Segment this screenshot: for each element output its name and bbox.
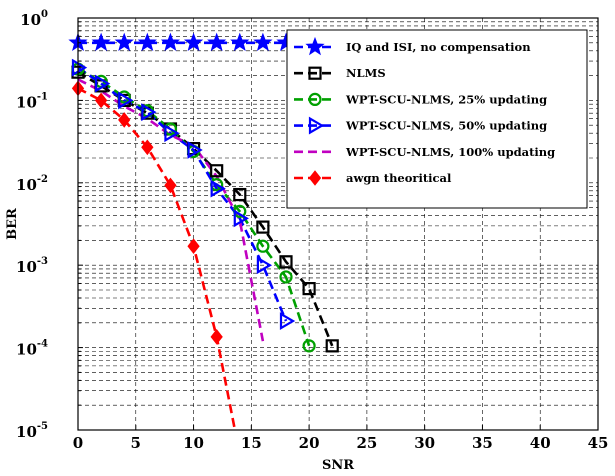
series-point	[302, 339, 316, 353]
x-tick-label: 15	[241, 434, 262, 452]
series-point	[302, 282, 316, 296]
legend-label: WPT-SCU-NLMS, 100% updating	[345, 145, 555, 159]
y-tick-label: 100	[20, 9, 48, 29]
series-line	[78, 71, 334, 347]
series-point	[94, 92, 108, 109]
series-point	[91, 32, 111, 52]
series-point	[95, 74, 111, 93]
series-point	[279, 270, 293, 284]
x-tick-label: 20	[299, 434, 320, 452]
tick-marks	[77, 21, 599, 430]
series-point	[279, 312, 296, 330]
x-tick-label: 10	[183, 434, 204, 452]
series-point	[187, 238, 200, 255]
series-point	[160, 32, 181, 52]
series-point	[118, 112, 131, 128]
series-point	[210, 179, 226, 198]
series-point	[256, 220, 270, 234]
legend-marker	[308, 116, 325, 135]
series-point	[207, 32, 227, 52]
series-point	[210, 329, 223, 345]
y-tick-label: 10-2	[16, 174, 48, 194]
x-tick-label: 0	[73, 434, 83, 452]
legend-label: WPT-SCU-NLMS, 25% updating	[345, 92, 547, 106]
y-tick-label: 10-3	[16, 256, 48, 276]
x-tick-label: 35	[472, 434, 493, 452]
x-tick-label: 25	[356, 434, 377, 452]
x-tick-label: 30	[414, 434, 435, 452]
plot-frame	[77, 17, 599, 431]
series-point	[164, 177, 177, 194]
legend-marker	[308, 66, 322, 80]
legend-marker	[305, 36, 325, 56]
x-tick-label: 5	[131, 434, 141, 452]
y-tick-label: 10-1	[16, 91, 48, 111]
series-point	[230, 32, 250, 52]
series-point	[233, 209, 249, 228]
legend-label: NLMS	[346, 66, 386, 80]
series-line	[78, 78, 265, 342]
series-point	[325, 339, 339, 353]
legend-label: IQ and ISI, no compensation	[346, 40, 531, 54]
series-point	[253, 32, 273, 52]
series-point	[187, 141, 203, 159]
x-axis-label: SNR	[322, 458, 354, 473]
series-point	[256, 256, 273, 275]
series-point	[71, 58, 88, 77]
series-markers	[68, 32, 365, 353]
series-point	[279, 255, 293, 269]
y-tick-label: 10-4	[16, 339, 48, 359]
legend-box	[286, 29, 588, 209]
series-point	[210, 164, 224, 178]
legend-marker	[308, 92, 322, 107]
y-tick-label: 10-5	[16, 421, 48, 441]
series-point	[141, 139, 154, 156]
series-point	[164, 124, 180, 143]
series-line	[78, 66, 288, 322]
x-tick-labels: 0 5 10 15 20 25 30 35 40 45	[73, 434, 609, 452]
series-point	[118, 91, 134, 110]
legend-label: awgn theoritical	[346, 171, 452, 185]
legend: IQ and ISI, no compensation NLMS WPT-SCU-N…	[286, 29, 588, 209]
legend-marker	[308, 170, 322, 186]
series-point	[233, 187, 247, 202]
series-point	[256, 239, 270, 253]
series-point	[141, 103, 157, 122]
y-tick-labels: 100 10-1 10-2 10-3 10-4 10-5	[16, 9, 48, 441]
y-axis-label: BER	[5, 208, 20, 240]
x-tick-label: 40	[530, 434, 551, 452]
series-point	[114, 32, 134, 52]
series-point	[183, 32, 204, 52]
series-point	[137, 32, 157, 52]
legend-label: WPT-SCU-NLMS, 50% updating	[345, 119, 547, 133]
x-tick-label: 45	[588, 434, 609, 452]
series-line	[78, 87, 237, 430]
